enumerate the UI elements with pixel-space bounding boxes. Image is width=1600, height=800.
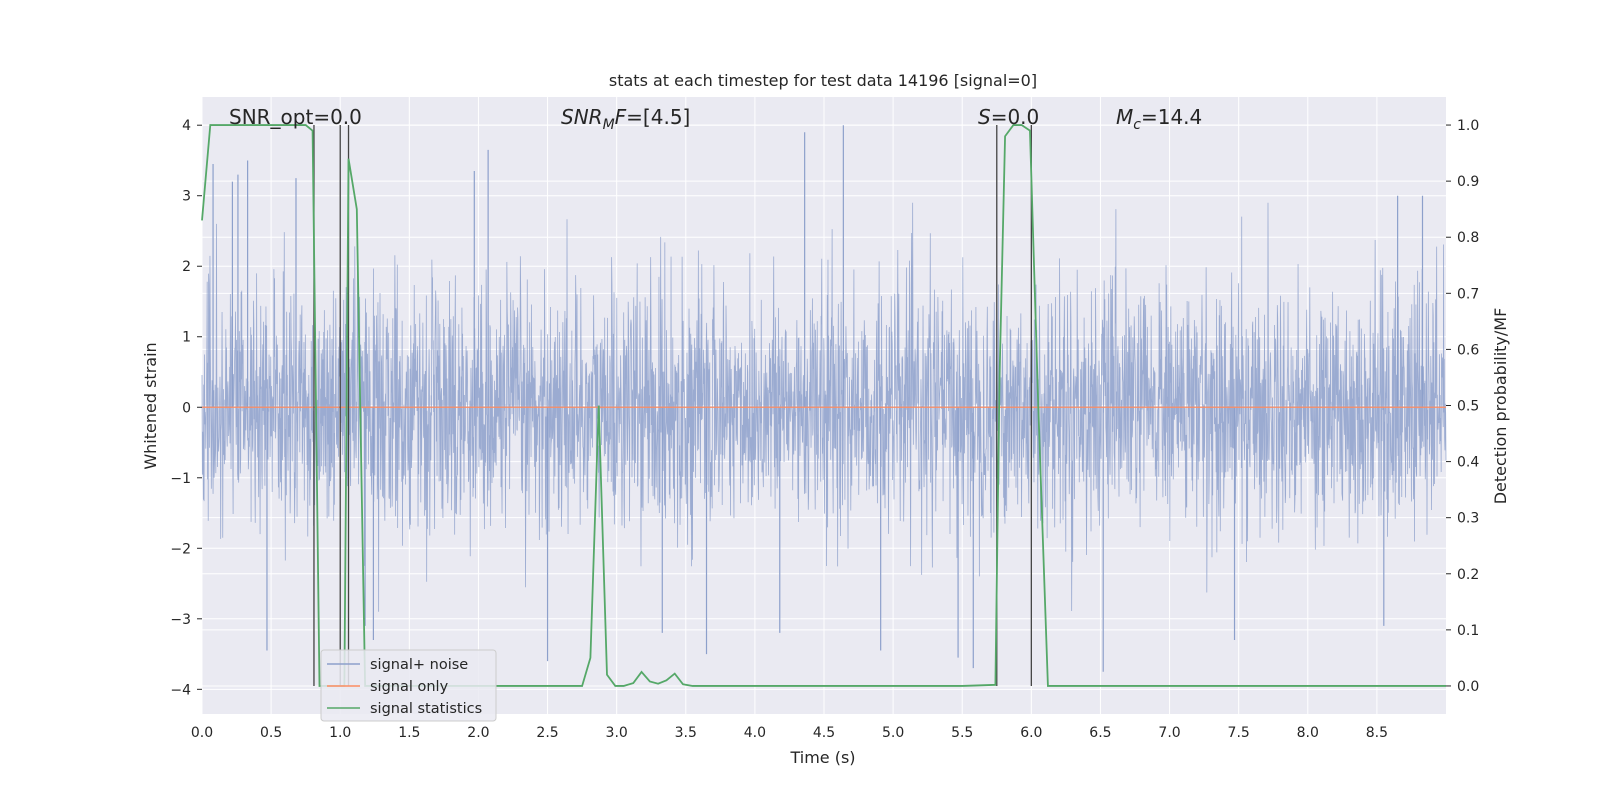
y-left-tick-label: 4 <box>182 118 191 134</box>
y-right-tick-label: 0.9 <box>1457 174 1479 190</box>
y-left-tick-label: 0 <box>182 400 191 416</box>
series-signal-noise-line <box>201 202 1447 612</box>
annotation-s: S=0.0 <box>978 105 1039 129</box>
legend-label-signal-noise: signal+ noise <box>370 657 468 673</box>
x-tick-label: 0.0 <box>191 725 213 741</box>
x-tick-label: 2.5 <box>536 725 558 741</box>
x-tick-label: 3.5 <box>675 725 697 741</box>
y-right-tick-label: 1.0 <box>1457 118 1479 134</box>
y-right-tick-label: 0.8 <box>1457 230 1479 246</box>
x-axis-label: Time (s) <box>789 748 855 767</box>
y-left-tick-label: −4 <box>170 682 191 698</box>
x-tick-label: 0.5 <box>260 725 282 741</box>
legend-label-signal-only: signal only <box>370 679 449 695</box>
y-left-tick-label: 2 <box>182 259 191 275</box>
y-right-tick-label: 0.4 <box>1457 455 1479 471</box>
legend-box <box>320 649 497 722</box>
y-left-tick-label: 3 <box>182 189 191 205</box>
legend: signal+ noise signal only signal statist… <box>320 649 497 722</box>
y-left-tick-label: −1 <box>170 471 191 487</box>
annotation-snr-opt: SNR_opt=0.0 <box>229 105 362 129</box>
y-left-tick-label: −3 <box>170 612 191 628</box>
chart-title: stats at each timestep for test data 141… <box>609 71 1037 90</box>
x-tick-label: 6.5 <box>1089 725 1111 741</box>
y-right-tick-label: 0.6 <box>1457 342 1479 358</box>
x-tick-label: 4.5 <box>813 725 835 741</box>
x-tick-label: 1.0 <box>329 725 351 741</box>
y-left-tick-label: −2 <box>170 541 191 557</box>
x-tick-label: 8.5 <box>1366 725 1388 741</box>
y-axis-left-label: Whitened strain <box>141 342 160 469</box>
x-tick-label: 7.0 <box>1158 725 1180 741</box>
x-tick-label: 7.5 <box>1228 725 1250 741</box>
annotation-mc: Mc=14.4 <box>1116 105 1202 133</box>
x-tick-label: 5.0 <box>882 725 904 741</box>
y-right-tick-label: 0.0 <box>1457 679 1479 695</box>
y-right-tick-label: 0.3 <box>1457 511 1479 527</box>
y-axis-right-label: Detection probability/MF <box>1491 308 1510 505</box>
x-tick-label: 6.0 <box>1020 725 1042 741</box>
y-right-tick-label: 0.2 <box>1457 567 1479 583</box>
x-tick-label: 5.5 <box>951 725 973 741</box>
x-tick-label: 4.0 <box>744 725 766 741</box>
annotation-snr-mf: SNRMF=[4.5] <box>561 105 690 133</box>
y-right-tick-label: 0.5 <box>1457 399 1479 415</box>
x-tick-label: 1.5 <box>398 725 420 741</box>
legend-label-signal-statistics: signal statistics <box>370 701 482 717</box>
x-tick-label: 8.0 <box>1297 725 1319 741</box>
y-right-tick-label: 0.7 <box>1457 286 1479 302</box>
x-tick-label: 2.0 <box>467 725 489 741</box>
y-left-tick-label: 1 <box>182 330 191 346</box>
y-right-tick-label: 0.1 <box>1457 623 1479 639</box>
x-tick-label: 3.0 <box>606 725 628 741</box>
